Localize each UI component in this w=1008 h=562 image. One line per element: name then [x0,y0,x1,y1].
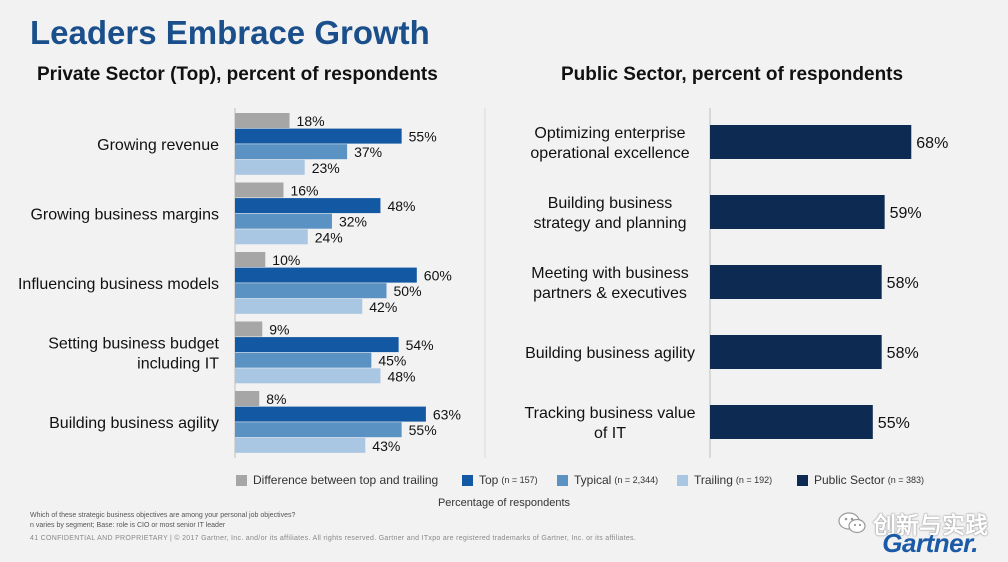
data-label-top-influencing-business-models: 60% [424,268,452,284]
legend-swatch-top [462,474,473,486]
bar-public-building-business-strategy-and-planning [710,195,885,229]
data-label-difference-setting-business-budget-including-it: 9% [269,322,289,338]
bar-public-building-business-agility [710,335,882,369]
legend-item-difference: Difference between top and trailing [236,473,438,487]
bar-difference-growing-business-margins [235,182,284,198]
legend-swatch-trailing [677,474,688,486]
bar-typical-building-business-agility [235,422,402,438]
data-label-trailing-influencing-business-models: 42% [369,299,397,315]
data-label-top-growing-revenue: 55% [409,129,437,145]
legend-item-trailing: Trailing (n = 192) [677,473,772,487]
data-label-trailing-building-business-agility: 43% [372,438,400,454]
legend-n-public: (n = 383) [887,475,924,485]
category-label-growing-business-margins: Growing business margins [30,207,219,224]
private-sector-chart: Growing revenue 18% 55% 37% 23% Growing busin… [18,108,461,458]
category-label-setting-business-budget-including-it-line2: including IT [137,356,219,373]
legend-label-typical: Typical [574,473,612,487]
data-label-trailing-growing-business-margins: 24% [315,229,343,245]
bar-top-influencing-business-models [235,267,417,283]
bar-top-building-business-agility [235,406,426,422]
footnote-question: Which of these strategic business object… [30,512,296,519]
footnote-base: n varies by segment; Base: role is CIO o… [30,522,226,529]
x-axis-caption: Percentage of respondents [437,497,571,509]
bar-top-growing-revenue [235,128,402,144]
category-label-optimizing-enterprise-operational-excellence-line1: Optimizing enterprise [534,125,685,142]
bar-typical-influencing-business-models [235,283,387,299]
category-label-building-business-agility: Building business agility [49,415,219,432]
watermark-text: 创新与实践 [873,512,988,538]
bar-difference-influencing-business-models [235,252,266,267]
category-label-meeting-with-business-partners-executives-line2: partners & executives [533,285,687,302]
legend-n-typical: (n = 2,344) [614,475,659,485]
bar-typical-growing-revenue [235,144,348,160]
category-label-tracking-business-value-of-it-line2: of IT [594,425,626,442]
bar-trailing-growing-revenue [235,159,305,175]
legend-label-public: Public Sector [814,473,885,487]
data-label-public-building-business-agility: 58% [887,345,919,362]
bar-top-growing-business-margins [235,198,381,214]
bar-trailing-growing-business-margins [235,229,308,245]
data-label-typical-influencing-business-models: 50% [394,283,422,299]
data-label-typical-setting-business-budget-including-it: 45% [378,353,406,369]
legend-swatch-typical [557,474,568,486]
category-label-optimizing-enterprise-operational-excellence-line2: operational excellence [530,145,689,162]
bar-typical-setting-business-budget-including-it [235,352,372,368]
data-label-typical-growing-revenue: 37% [354,144,382,160]
data-label-public-building-business-strategy-and-planning: 59% [890,205,922,222]
wechat-icon [838,512,866,534]
wechat-watermark: 创新与实践 [837,506,988,540]
bar-trailing-influencing-business-models [235,298,363,314]
page-title: Leaders Embrace Growth [30,14,430,51]
bar-typical-growing-business-margins [235,213,332,229]
data-label-public-tracking-business-value-of-it: 55% [878,415,910,432]
legend-label-trailing: Trailing [694,473,733,487]
data-label-trailing-growing-revenue: 23% [312,160,340,176]
legend-swatch-public [797,474,808,486]
data-label-typical-growing-business-margins: 32% [339,214,367,230]
category-label-building-business-strategy-and-planning-line1: Building business [548,195,673,212]
data-label-difference-growing-revenue: 18% [297,113,325,129]
legend-item-top: Top (n = 157) [462,473,538,487]
legend-item-public: Public Sector (n = 383) [797,473,924,487]
category-label-tracking-business-value-of-it-line1: Tracking business value [524,405,695,422]
category-label-setting-business-budget-including-it-line1: Setting business budget [48,336,219,353]
bar-difference-building-business-agility [235,391,260,406]
bar-top-setting-business-budget-including-it [235,337,399,353]
gartner-logo: Gartner. [882,528,978,558]
legend-label-difference: Difference between top and trailing [253,473,439,487]
legend-n-top: (n = 157) [501,475,538,485]
category-label-growing-revenue: Growing revenue [97,137,219,154]
category-label-building-business-agility: Building business agility [525,345,695,362]
public-sector-chart: Optimizing enterprise operational excelle… [484,108,948,458]
data-label-difference-influencing-business-models: 10% [272,252,300,268]
category-label-influencing-business-models: Influencing business models [18,276,219,293]
left-chart-title: Private Sector (Top), percent of respond… [37,64,438,85]
data-label-typical-building-business-agility: 55% [409,422,437,438]
bar-difference-setting-business-budget-including-it [235,321,263,337]
data-label-trailing-setting-business-budget-including-it: 48% [387,368,415,384]
data-label-public-meeting-with-business-partners-executives: 58% [887,275,919,292]
legend-label-top: Top [479,473,499,487]
data-label-top-growing-business-margins: 48% [387,198,415,214]
bar-trailing-setting-business-budget-including-it [235,368,381,384]
legend-item-typical: Typical (n = 2,344) [557,473,658,487]
category-label-meeting-with-business-partners-executives-line1: Meeting with business [531,265,688,282]
data-label-difference-building-business-agility: 8% [266,391,286,407]
confidential-footer: 41 CONFIDENTIAL AND PROPRIETARY | © 2017… [30,535,637,542]
bar-public-meeting-with-business-partners-executives [710,265,882,299]
legend-n-trailing: (n = 192) [735,475,773,485]
right-chart-title: Public Sector, percent of respondents [561,64,904,85]
data-label-top-building-business-agility: 63% [433,407,461,423]
chart-legend: Difference between top and trailing Top … [0,473,1008,489]
bar-public-tracking-business-value-of-it [710,405,873,439]
bar-public-optimizing-enterprise-operational-excellence [710,125,912,159]
data-label-public-optimizing-enterprise-operational-excellence: 68% [916,135,948,152]
data-label-top-setting-business-budget-including-it: 54% [406,337,434,353]
bar-difference-growing-revenue [235,113,290,128]
bar-trailing-building-business-agility [235,437,366,453]
data-label-difference-growing-business-margins: 16% [290,183,318,199]
category-label-building-business-strategy-and-planning-line2: strategy and planning [534,215,687,232]
legend-swatch-difference [236,474,247,486]
